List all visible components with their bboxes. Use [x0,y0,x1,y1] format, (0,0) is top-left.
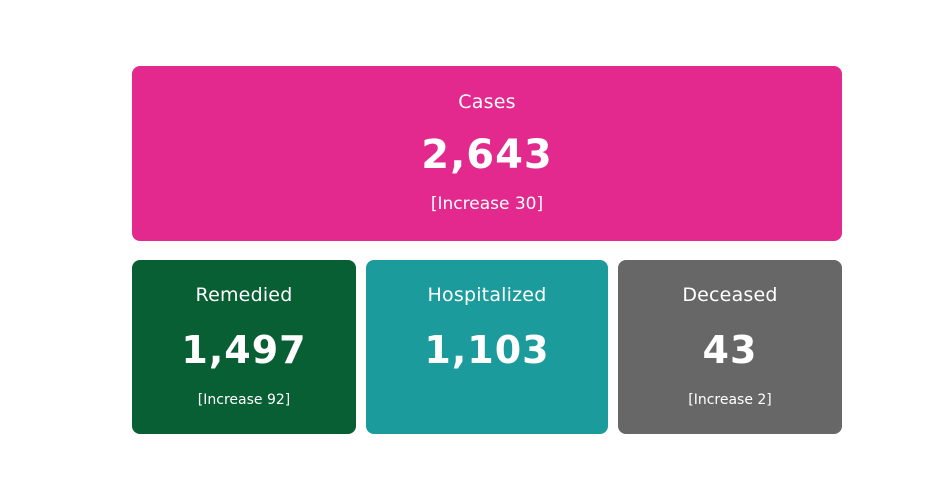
hospitalized-label: Hospitalized [427,284,547,306]
remedied-card: Remedied 1,497 [Increase 92] [132,260,356,434]
cases-label: Cases [458,91,516,113]
remedied-value: 1,497 [181,328,307,372]
cases-increase-note: [Increase 30] [430,194,544,214]
deceased-card: Deceased 43 [Increase 2] [618,260,842,434]
hospitalized-value: 1,103 [424,328,550,372]
remedied-label: Remedied [195,284,293,306]
deceased-label: Deceased [682,284,778,306]
deceased-increase-note: [Increase 2] [688,392,772,408]
hospitalized-card: Hospitalized 1,103 [366,260,608,434]
remedied-increase-note: [Increase 92] [197,392,291,408]
deceased-value: 43 [702,328,758,372]
cases-value: 2,643 [421,132,553,178]
cases-card: Cases 2,643 [Increase 30] [132,66,842,241]
